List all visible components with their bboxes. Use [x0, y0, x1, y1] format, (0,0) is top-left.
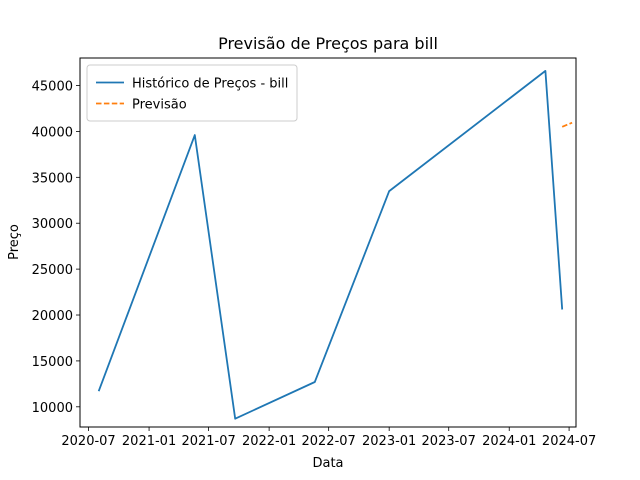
y-axis: 10000 15000 20000 25000 30000 35000 40000 45000	[32, 80, 80, 416]
legend-box	[86, 64, 298, 122]
y-tick-label: 15000	[32, 355, 73, 370]
y-axis-label: Preço	[7, 224, 22, 260]
x-tick-label: 2024-07	[542, 434, 596, 449]
x-axis: 2020-07 2021-01 2021-07 2022-01 2022-07 2023-…	[61, 427, 596, 449]
y-tick-label: 35000	[32, 171, 73, 186]
y-tick-label: 40000	[32, 125, 73, 140]
forecast-series-line	[561, 121, 573, 128]
x-tick-label: 2021-01	[122, 434, 176, 449]
legend: Histórico de Preços - bill Previsão	[86, 64, 298, 122]
x-axis-label: Data	[312, 456, 343, 471]
y-tick-label: 25000	[32, 263, 73, 278]
history-series-line	[97, 70, 564, 420]
x-tick-label: 2021-07	[181, 434, 235, 449]
y-tick-label: 45000	[32, 80, 73, 95]
x-tick-label: 2024-01	[482, 434, 536, 449]
legend-entry-label: Histórico de Preços - bill	[132, 77, 288, 92]
y-tick-label: 30000	[32, 217, 73, 232]
axes-frame	[79, 57, 577, 428]
plot-area	[97, 70, 573, 420]
chart-title: Previsão de Preços para bill	[218, 34, 438, 53]
x-tick-label: 2022-07	[301, 434, 355, 449]
x-tick-label: 2022-01	[242, 434, 296, 449]
x-tick-label: 2020-07	[61, 434, 115, 449]
y-tick-label: 10000	[32, 401, 73, 416]
x-tick-label: 2023-07	[422, 434, 476, 449]
y-tick-label: 20000	[32, 309, 73, 324]
legend-entry-label: Previsão	[132, 98, 187, 113]
x-tick-label: 2023-01	[362, 434, 416, 449]
